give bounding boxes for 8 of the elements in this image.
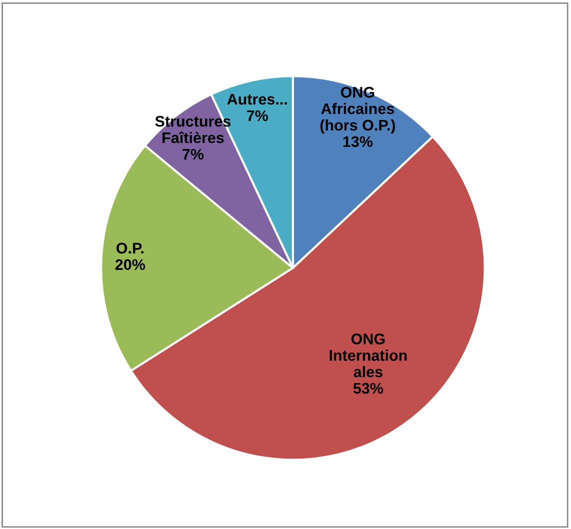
data-label: 20% xyxy=(115,259,146,270)
data-label: 7% xyxy=(182,148,204,160)
slice-label: ONG Internation ales xyxy=(330,334,407,378)
slice-label: O.P. xyxy=(116,242,144,254)
data-label: 53% xyxy=(353,382,384,394)
slice-label: Autres... xyxy=(227,94,287,105)
data-label: 13% xyxy=(343,136,373,148)
data-label: 7% xyxy=(246,110,268,122)
